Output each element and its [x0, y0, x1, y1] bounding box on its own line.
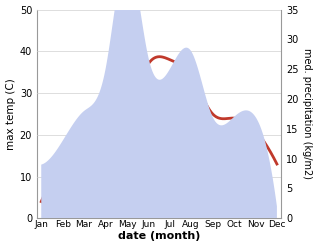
Y-axis label: med. precipitation (kg/m2): med. precipitation (kg/m2)	[302, 48, 313, 179]
X-axis label: date (month): date (month)	[118, 231, 200, 242]
Y-axis label: max temp (C): max temp (C)	[5, 78, 16, 150]
